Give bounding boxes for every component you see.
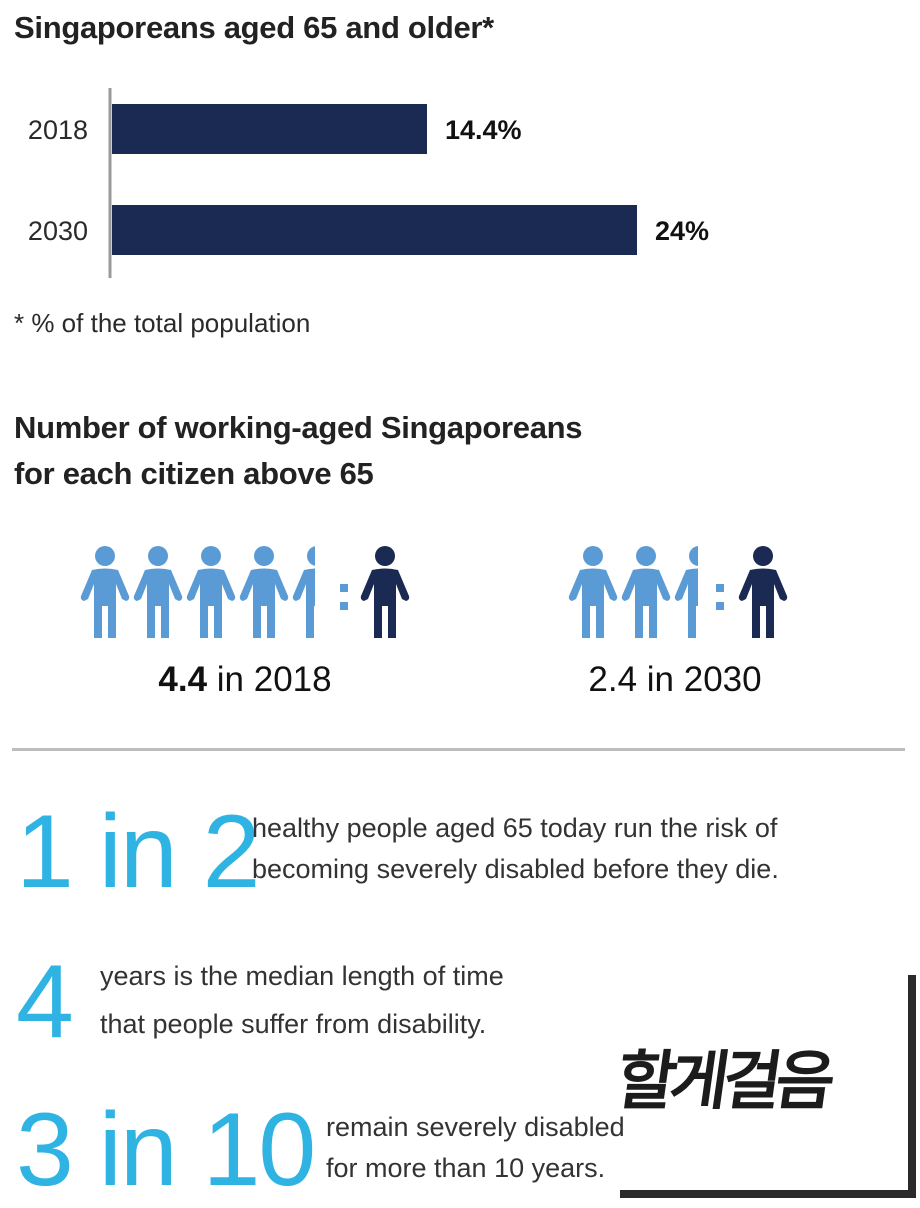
working-age-group-2018 bbox=[80, 546, 315, 638]
divider bbox=[12, 748, 905, 751]
pictogram-area bbox=[80, 546, 788, 638]
working-person-icon bbox=[292, 546, 315, 638]
working-person-icon bbox=[133, 546, 183, 638]
value-label-2030: 24% bbox=[655, 216, 709, 246]
ratio-label-2030: 2.4 in 2030 bbox=[588, 660, 762, 699]
watermark-frame-right bbox=[908, 975, 916, 1197]
stat-desc-2-line1: years is the median length of time bbox=[100, 961, 504, 991]
chart-title: Singaporeans aged 65 and older* bbox=[14, 10, 494, 45]
watermark: 할게걸음 bbox=[612, 1045, 834, 1117]
working-person-icon bbox=[568, 546, 618, 638]
stat-desc-3-line1: remain severely disabled bbox=[326, 1112, 625, 1142]
footnote: * % of the total population bbox=[14, 308, 311, 338]
stat-desc-1-line2: becoming severely disabled before they d… bbox=[252, 854, 779, 884]
stat-big-2: 4 bbox=[16, 944, 74, 1060]
stat-desc-1-line1: healthy people aged 65 today run the ris… bbox=[252, 813, 778, 843]
working-person-icon bbox=[239, 546, 289, 638]
ratio-title-line2: for each citizen above 65 bbox=[14, 456, 374, 491]
ratio-colon-dot bbox=[716, 602, 724, 610]
value-label-2018: 14.4% bbox=[445, 115, 522, 145]
bar-chart: 2018 14.4% 2030 24% bbox=[28, 88, 709, 278]
working-person-icon bbox=[186, 546, 236, 638]
elderly-person-icon bbox=[738, 546, 788, 638]
working-person-icon bbox=[80, 546, 130, 638]
category-label-2018: 2018 bbox=[28, 115, 88, 145]
stat-desc-3: remain severely disabled for more than 1… bbox=[326, 1107, 625, 1189]
ratio-title-line1: Number of working-aged Singaporeans bbox=[14, 410, 583, 445]
bar-2018 bbox=[112, 104, 427, 154]
ratio-title: Number of working-aged Singaporeans for … bbox=[14, 405, 583, 497]
watermark-frame-bottom bbox=[620, 1190, 916, 1198]
stat-big-1: 1 in 2 bbox=[16, 794, 260, 910]
stat-big-3: 3 in 10 bbox=[16, 1092, 316, 1208]
category-label-2030: 2030 bbox=[28, 216, 88, 246]
stat-desc-1: healthy people aged 65 today run the ris… bbox=[252, 808, 779, 890]
ratio-colon-dot bbox=[716, 584, 724, 592]
working-person-icon bbox=[674, 546, 698, 638]
stat-desc-2-line2: that people suffer from disability. bbox=[100, 1009, 487, 1039]
elderly-person-icon bbox=[360, 546, 410, 638]
stat-desc-3-line2: for more than 10 years. bbox=[326, 1153, 606, 1183]
bar-2030 bbox=[112, 205, 637, 255]
stat-desc-2: years is the median length of time that … bbox=[100, 952, 504, 1048]
ratio-colon-dot bbox=[340, 584, 348, 592]
ratio-label-2018: 4.4 in 2018 bbox=[158, 660, 332, 699]
ratio-colon-dot bbox=[340, 602, 348, 610]
working-person-icon bbox=[621, 546, 671, 638]
working-age-group-2030 bbox=[568, 546, 698, 638]
